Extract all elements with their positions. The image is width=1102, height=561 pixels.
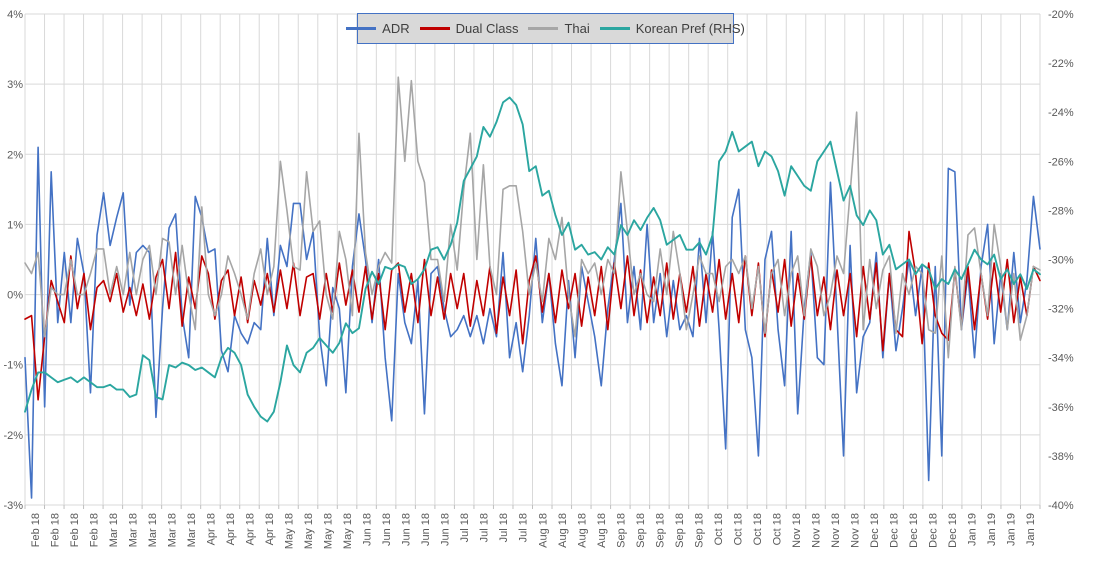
x-axis-tick-label: Nov 18	[850, 513, 862, 548]
legend-swatch-korean-pref-rhs	[599, 27, 630, 30]
x-axis-tick-label: Oct 18	[732, 513, 744, 545]
x-axis-tick-label: Jan 19	[967, 513, 979, 546]
x-axis-tick-label: Feb 18	[69, 513, 81, 547]
x-axis-tick-label: Dec 18	[947, 513, 959, 548]
x-axis-tick-label: Aug 18	[576, 513, 588, 548]
left-axis-tick-label: 4%	[7, 9, 23, 21]
x-axis-tick-label: Apr 18	[264, 513, 276, 545]
right-axis-tick-label: -38%	[1048, 451, 1074, 463]
x-axis-tick-label: Oct 18	[752, 513, 764, 545]
legend-swatch-dual-class	[419, 27, 450, 30]
x-axis-tick-label: Nov 18	[791, 513, 803, 548]
right-axis-tick-label: -34%	[1048, 353, 1074, 365]
x-axis-tick-label: Aug 18	[596, 513, 608, 548]
legend-label-adr: ADR	[382, 21, 410, 36]
legend-label-thai: Thai	[564, 21, 590, 36]
left-axis-tick-label: -3%	[3, 500, 23, 512]
legend-item-korean-pref-rhs: Korean Pref (RHS)	[599, 21, 745, 36]
legend-label-korean-pref-rhs: Korean Pref (RHS)	[635, 21, 745, 36]
right-axis-tick-label: -26%	[1048, 156, 1074, 168]
x-axis-tick-label: Nov 18	[811, 513, 823, 548]
right-axis-tick-label: -28%	[1048, 205, 1074, 217]
x-axis-tick-label: Mar 18	[166, 513, 178, 547]
x-axis-tick-label: May 18	[323, 513, 335, 549]
x-axis-tick-label: Jan 19	[1025, 513, 1037, 546]
legend-swatch-adr	[346, 27, 377, 30]
x-axis-tick-label: Apr 18	[205, 513, 217, 545]
left-axis-tick-label: 1%	[7, 219, 23, 231]
x-axis-tick-label: Jul 18	[479, 513, 491, 542]
x-axis-tick-label: Oct 18	[713, 513, 725, 545]
x-axis-tick-label: Jun 18	[401, 513, 413, 546]
x-axis-tick-label: Apr 18	[225, 513, 237, 545]
x-axis-tick-label: May 18	[303, 513, 315, 549]
left-axis-tick-label: 3%	[7, 79, 23, 91]
x-axis-tick-label: Jul 18	[518, 513, 530, 542]
x-axis-tick-label: Jul 18	[498, 513, 510, 542]
x-axis-tick-label: Aug 18	[557, 513, 569, 548]
legend-swatch-thai	[528, 27, 559, 30]
x-axis-tick-label: Sep 18	[635, 513, 647, 548]
chart-legend: ADR Dual Class Thai Korean Pref (RHS)	[346, 13, 745, 44]
x-axis-tick-label: May 18	[342, 513, 354, 549]
series-line-korean-pref-rhs	[24, 96, 1041, 423]
x-axis-tick-label: Mar 18	[147, 513, 159, 547]
x-axis-tick-label: Sep 18	[654, 513, 666, 548]
x-axis-tick-label: Jun 18	[362, 513, 374, 546]
right-axis-tick-label: -24%	[1048, 107, 1074, 119]
x-axis-tick-label: Apr 18	[244, 513, 256, 545]
x-axis-tick-label: Mar 18	[186, 513, 198, 547]
x-axis-tick-label: Jul 18	[459, 513, 471, 542]
x-axis-tick-label: Dec 18	[889, 513, 901, 548]
x-axis-tick-label: Feb 18	[30, 513, 42, 547]
right-axis-tick-label: -20%	[1048, 9, 1074, 21]
x-axis-tick-label: Mar 18	[108, 513, 120, 547]
x-axis-tick-label: Oct 18	[771, 513, 783, 545]
right-axis-tick-label: -36%	[1048, 402, 1074, 414]
x-axis-tick-label: Sep 18	[674, 513, 686, 548]
left-axis-tick-label: -1%	[3, 360, 23, 372]
x-axis-tick-label: Aug 18	[537, 513, 549, 548]
series-line-dual-class	[24, 230, 1041, 401]
x-axis-tick-label: Jun 18	[440, 513, 452, 546]
x-axis-tick-label: May 18	[284, 513, 296, 549]
x-axis-tick-label: Sep 18	[693, 513, 705, 548]
x-axis-tick-label: Dec 18	[928, 513, 940, 548]
left-axis-tick-label: -2%	[3, 430, 23, 442]
x-axis-tick-label: Dec 18	[869, 513, 881, 548]
left-axis-tick-label: 2%	[7, 149, 23, 161]
right-axis-tick-label: -40%	[1048, 500, 1074, 512]
legend-label-dual-class: Dual Class	[455, 21, 519, 36]
x-axis-tick-label: Feb 18	[88, 513, 100, 547]
legend-item-thai: Thai	[528, 21, 590, 36]
legend-item-dual-class: Dual Class	[419, 21, 519, 36]
x-axis-tick-label: Feb 18	[49, 513, 61, 547]
right-axis-tick-label: -32%	[1048, 304, 1074, 316]
x-axis-tick-label: Mar 18	[127, 513, 139, 547]
x-axis-tick-label: Jan 19	[986, 513, 998, 546]
legend-item-adr: ADR	[346, 21, 410, 36]
x-axis-tick-label: Dec 18	[908, 513, 920, 548]
x-axis-tick-label: Jun 18	[381, 513, 393, 546]
x-axis-tick-label: Sep 18	[615, 513, 627, 548]
x-axis-tick-label: Jan 19	[1006, 513, 1018, 546]
series-line-thai	[24, 76, 1041, 359]
left-axis-tick-label: 0%	[7, 290, 23, 302]
x-axis-tick-label: Nov 18	[830, 513, 842, 548]
right-axis-tick-label: -22%	[1048, 58, 1074, 70]
x-axis-tick-label: Jun 18	[420, 513, 432, 546]
right-axis-tick-label: -30%	[1048, 255, 1074, 267]
